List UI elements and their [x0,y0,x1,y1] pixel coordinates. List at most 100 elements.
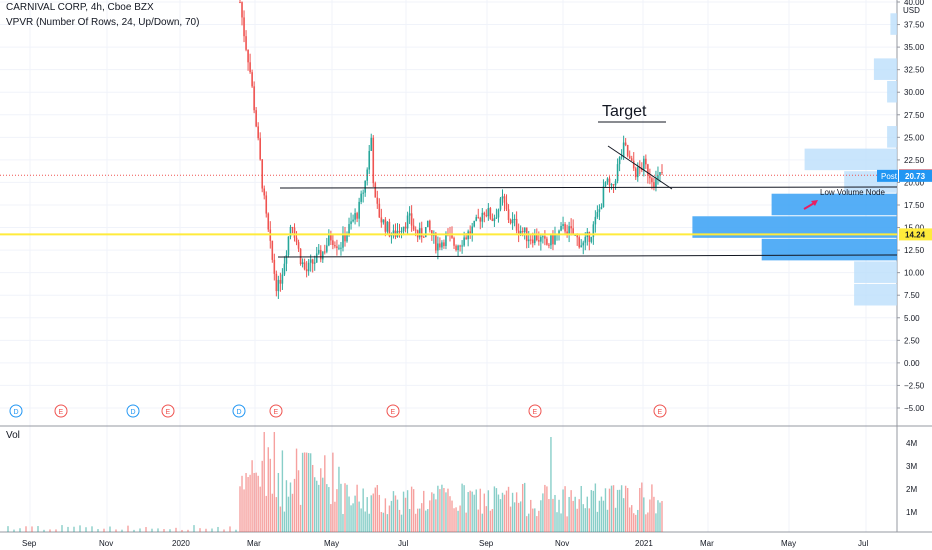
candle-body [437,243,439,251]
candle-body [594,216,597,225]
volume-bar [554,495,556,532]
volume-bar [67,526,69,532]
candle-body [243,17,245,37]
candle-body [428,220,431,231]
candle-body [457,245,459,251]
volume-bar [394,495,397,532]
time-tick-label: Jul [398,539,408,548]
candle-body [489,208,492,219]
volume-bar [247,477,249,532]
candle-body [578,237,581,248]
volume-bar [624,485,627,532]
candle-body [255,110,257,127]
price-tick-label: 0.00 [904,359,920,368]
volume-bar [378,494,381,532]
candle-body [321,251,324,260]
volume-bar [475,489,477,532]
target-label: Target [602,103,647,120]
candle-body [422,236,425,238]
volume-bar [406,490,409,532]
volume-bar [85,527,87,532]
candle-body [354,213,356,220]
candle-body [645,158,647,165]
candle-body [511,219,514,224]
volume-bar [79,525,81,532]
price-tick-label: 17.50 [904,201,925,210]
candle-body [295,237,298,243]
volume-bar [521,483,524,532]
candle-body [554,235,556,245]
volume-bar [594,483,597,532]
volume-bar [61,525,63,532]
volume-bar [318,484,320,532]
volume-bar [316,480,318,532]
event-marker [528,404,542,418]
candle-body [643,158,645,171]
volume-bar [13,529,15,532]
event-marker [232,404,246,418]
volume-profile-bar [854,261,897,283]
candle-body [546,238,548,245]
candle-body [259,138,261,160]
volume-bar [483,493,486,532]
volume-bar [181,529,183,532]
volume-bar [412,489,415,532]
volume-bar [283,511,286,532]
candle-body [445,233,447,247]
candle-body [398,230,401,232]
chart-title: CARNIVAL CORP, 4h, Cboe BZX [6,2,154,13]
volume-bar [261,460,263,532]
price-tick-label: 35.00 [904,43,925,52]
volume-bar [301,452,304,532]
event-marker [161,404,175,418]
candle-body [275,273,278,292]
time-tick-label: 2020 [172,539,190,548]
volume-bar [604,488,607,532]
candle-body [317,249,320,254]
time-tick-label: Mar [700,539,714,548]
volume-bar [602,500,605,532]
volume-bar [626,488,629,532]
candle-body [263,188,266,196]
volume-bar [546,486,548,532]
candle-body [251,72,253,87]
candle-body [614,181,617,186]
volume-bar [121,529,123,532]
candle-body [634,168,637,178]
candle-body [461,245,463,247]
resistance-line [279,186,898,189]
candle-body [469,231,471,234]
candle-body [471,226,474,234]
volume-bar [157,528,159,532]
volume-bar [457,510,459,532]
volume-bar [115,529,117,532]
candle-body [257,126,259,139]
volume-bar [645,514,647,532]
candle-body [388,221,391,237]
volume-bar [661,501,663,532]
time-tick-label: 2021 [635,539,653,548]
candle-body [624,142,627,145]
candle-body [531,239,534,244]
volume-bar [495,488,498,532]
volume-bar [281,450,284,532]
candle-body [344,233,346,242]
volume-bar [332,452,334,532]
volume-bar [590,490,593,532]
volume-bar [127,525,129,532]
candle-body [598,209,601,213]
volume-bar [628,507,631,532]
indicator-label: VPVR (Number Of Rows, 24, Up/Down, 70) [6,17,200,28]
volume-bar [251,460,253,532]
volume-bar [479,488,481,532]
volume-bar [151,528,153,532]
volume-bar [245,473,247,532]
volume-profile-bar [890,13,897,35]
volume-bar [447,488,449,532]
volume-bar [637,509,639,532]
price-tick-label: 37.50 [904,21,925,30]
volume-bar [382,512,385,532]
volume-profile-bar [887,80,897,103]
candle-body [596,212,599,217]
volume-bar [416,508,419,532]
